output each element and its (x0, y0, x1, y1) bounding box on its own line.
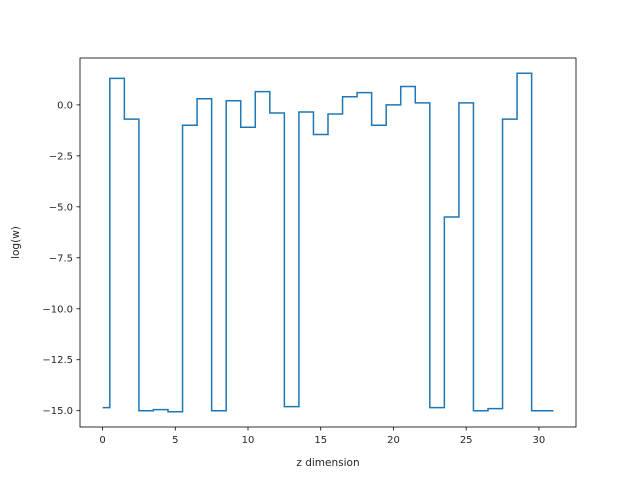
x-tick-label: 15 (314, 435, 327, 446)
x-tick-label: 20 (387, 435, 400, 446)
series-line-0 (102, 72, 554, 413)
y-tick-label: −5.0 (49, 202, 73, 213)
x-axis-label: z dimension (296, 457, 359, 469)
x-tick-label: 5 (172, 435, 178, 446)
y-tick-label: −15.0 (42, 406, 73, 417)
axes-frame (79, 57, 577, 428)
y-tick-label: 0.0 (57, 100, 73, 111)
y-axis: 0.0 −2.5 −5.0 −7.5 −10.0 −12.5 −15.0 (42, 100, 80, 417)
x-axis: 0 5 10 15 20 25 30 (99, 427, 545, 446)
plot-area (102, 72, 554, 413)
x-tick-label: 0 (99, 435, 105, 446)
y-tick-label: −10.0 (42, 304, 73, 315)
y-tick-label: −12.5 (42, 355, 73, 366)
y-tick-label: −2.5 (49, 151, 73, 162)
x-tick-label: 10 (242, 435, 255, 446)
x-tick-label: 25 (460, 435, 473, 446)
y-axis-label: log(w) (10, 226, 22, 259)
y-tick-label: −7.5 (49, 253, 73, 264)
x-tick-label: 30 (533, 435, 546, 446)
